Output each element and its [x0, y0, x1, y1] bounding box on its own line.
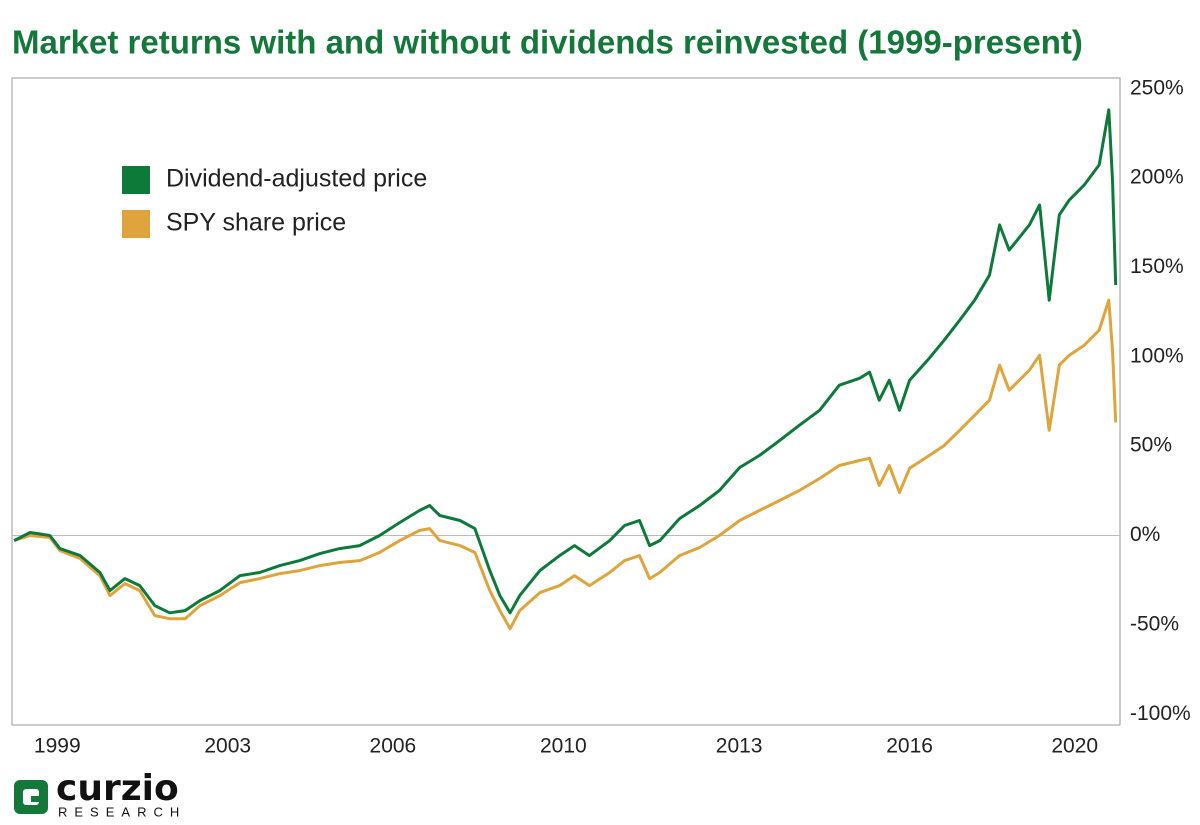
- y-tick-label: 0%: [1130, 523, 1160, 546]
- y-tick-label: 150%: [1130, 255, 1184, 278]
- x-tick-label: 2013: [716, 735, 763, 758]
- x-tick-label: 2003: [204, 735, 251, 758]
- plot-frame: [11, 77, 1121, 726]
- y-tick-label: -100%: [1130, 702, 1191, 725]
- line-series: [13, 108, 1118, 615]
- line-series: [13, 298, 1118, 631]
- chart-title: Market returns with and without dividend…: [12, 24, 1083, 61]
- x-tick-label: 2010: [540, 735, 587, 758]
- legend-label: Dividend-adjusted price: [166, 165, 427, 193]
- y-tick-label: -50%: [1130, 612, 1179, 635]
- logo: curzio RESEARCH: [14, 768, 186, 819]
- y-tick-label: 50%: [1130, 434, 1172, 457]
- legend-swatch: [122, 210, 150, 238]
- logo-tagline: RESEARCH: [58, 804, 186, 819]
- y-tick-label: 100%: [1130, 344, 1184, 367]
- logo-icon-gap: [31, 796, 48, 802]
- x-tick-label: 2016: [886, 735, 933, 758]
- y-tick-label: 250%: [1130, 76, 1184, 99]
- x-tick-label: 2020: [1051, 735, 1098, 758]
- legend-label: SPY share price: [166, 209, 346, 237]
- logo-name: curzio: [56, 768, 179, 809]
- x-tick-label: 1999: [34, 735, 81, 758]
- y-tick-label: 200%: [1130, 166, 1184, 189]
- legend-swatch: [122, 166, 150, 194]
- x-tick-label: 2006: [370, 735, 417, 758]
